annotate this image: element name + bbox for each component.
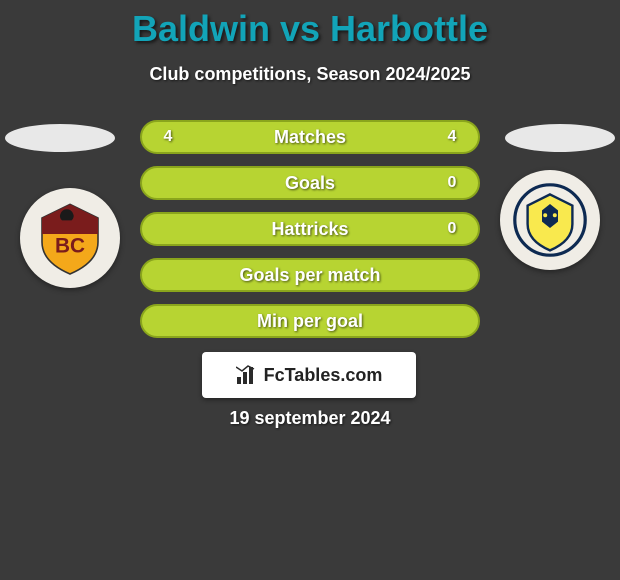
club-crest-right [500,170,600,270]
bradford-crest-icon: BC [30,198,110,278]
comparison-card: Baldwin vs Harbottle Club competitions, … [0,0,620,460]
stat-label: Goals [285,173,335,194]
stat-label: Min per goal [257,311,363,332]
page-subtitle: Club competitions, Season 2024/2025 [0,64,620,85]
stat-left-value: 4 [156,128,180,146]
stats-list: 4 Matches 4 Goals 0 Hattricks 0 Goals pe… [140,120,480,350]
bar-chart-icon [236,365,258,385]
stat-row-min-per-goal: Min per goal [140,304,480,338]
stat-row-matches: 4 Matches 4 [140,120,480,154]
player-silhouette-right [505,124,615,152]
stat-row-hattricks: Hattricks 0 [140,212,480,246]
stat-right-value: 0 [440,174,464,192]
wimbledon-crest-icon [510,180,590,260]
club-crest-left: BC [20,188,120,288]
stat-right-value: 0 [440,220,464,238]
svg-text:BC: BC [55,234,85,257]
stat-right-value: 4 [440,128,464,146]
stat-row-goals-per-match: Goals per match [140,258,480,292]
stat-label: Goals per match [239,265,380,286]
stat-row-goals: Goals 0 [140,166,480,200]
date-line: 19 september 2024 [0,408,620,429]
stat-label: Matches [274,127,346,148]
branding-badge: FcTables.com [202,352,416,398]
stat-label: Hattricks [271,219,348,240]
player-silhouette-left [5,124,115,152]
page-title: Baldwin vs Harbottle [0,0,620,50]
branding-text: FcTables.com [264,365,383,386]
